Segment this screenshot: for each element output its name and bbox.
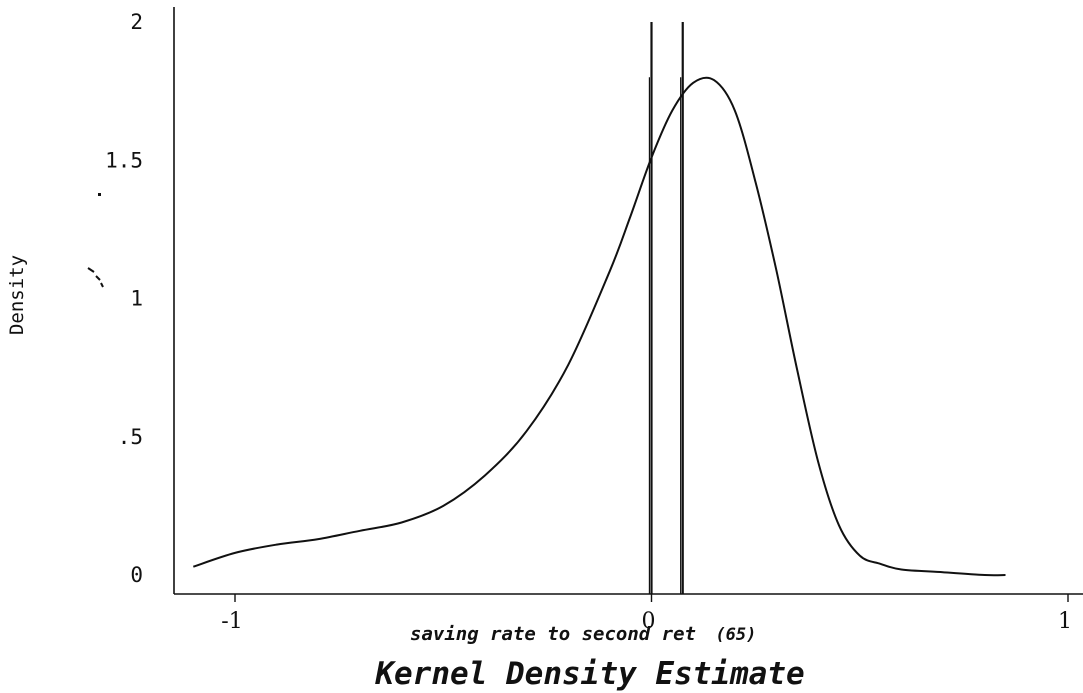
density-curve xyxy=(192,76,1006,577)
y-tick-label: .5 xyxy=(118,425,143,449)
x-tick-label: 0 xyxy=(642,609,656,634)
stray-marks xyxy=(87,193,104,288)
y-tick-labels: 0 .5 1 1.5 2 xyxy=(105,10,143,587)
reference-lines xyxy=(648,22,684,594)
axes xyxy=(173,7,1083,595)
y-axis-label: Density xyxy=(6,255,28,335)
stray-dot-mark xyxy=(98,193,101,196)
chart-title: Kernel Density Estimate xyxy=(374,656,804,692)
y-tick-label: 1 xyxy=(130,287,143,311)
x-tick-label: -1 xyxy=(221,609,242,634)
y-tick-label: 0 xyxy=(130,563,143,587)
x-axis-label: saving rate to second ret (65) xyxy=(410,623,756,645)
x-axis-label-suffix: (65) xyxy=(715,625,756,645)
stray-dash-mark xyxy=(87,267,104,288)
x-tick-labels: -1 0 1 xyxy=(221,594,1072,634)
y-tick-label: 1.5 xyxy=(105,148,143,172)
y-tick-label: 2 xyxy=(130,10,143,34)
x-tick-label: 1 xyxy=(1058,609,1072,634)
x-axis-label-main: saving rate to second ret xyxy=(410,623,696,645)
